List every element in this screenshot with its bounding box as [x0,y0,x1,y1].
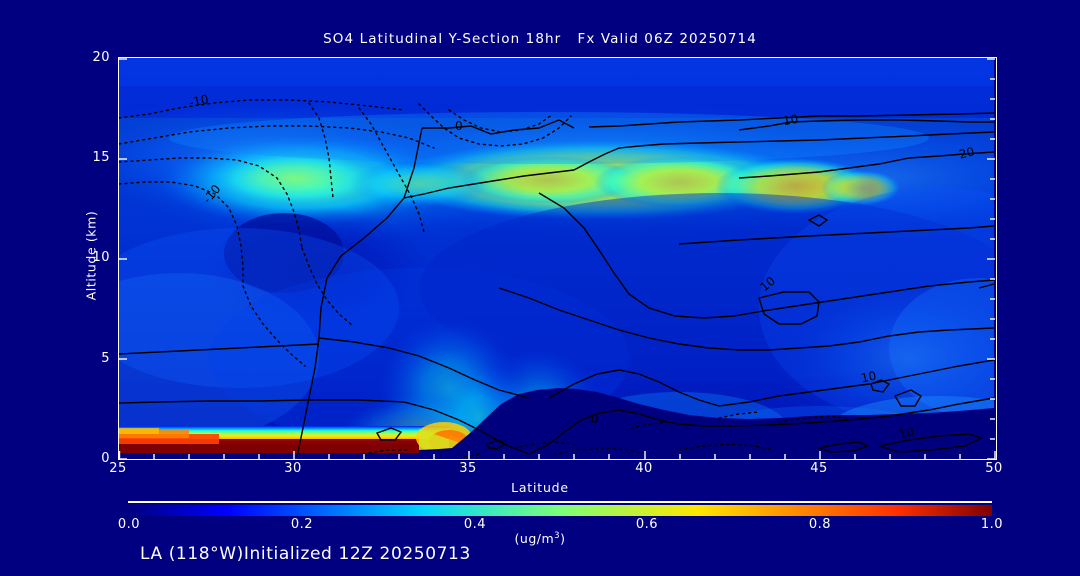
y-tick-label: 15 [92,150,110,165]
colorbar-gradient [128,505,992,516]
x-tick-label: 25 [109,461,127,476]
colorbar-unit-label: (ug/m3) [0,531,1080,546]
page-title: SO4 Latitudinal Y-Section 18hr Fx Valid … [323,31,757,47]
colorbar-tick-label: 0.2 [290,517,314,532]
colorbar-tick-label: 0.0 [117,517,141,532]
axis-ticks [119,58,996,459]
colorbar-unit-exponent: 3 [554,531,561,541]
y-tick-label: 10 [92,250,110,265]
colorbar-tick-label: 0.6 [635,517,659,532]
x-axis-label: Latitude [511,480,569,495]
colorbar-tick-label: 0.8 [808,517,832,532]
colorbar-tick-label: 1.0 [980,517,1004,532]
cross-section-raster [119,58,994,457]
y-tick-label: 20 [92,50,110,65]
x-tick-label: 45 [810,461,828,476]
colorbar [128,501,992,516]
figure-caption: LA (118°W)Initialized 12Z 20250713 [140,544,471,564]
colorbar-unit-prefix: (ug/m [514,531,555,547]
x-tick-label: 50 [985,461,1003,476]
x-tick-label: 35 [459,461,477,476]
x-tick-label: 30 [284,461,302,476]
plot-canvas: -10 -10 0 10 20 10 10 10 0 [118,57,997,460]
colorbar-tick-label: 0.4 [463,517,487,532]
y-tick-label: 5 [101,351,110,366]
colorbar-unit-suffix: ) [560,531,566,547]
y-tick-label: 0 [101,451,110,466]
x-tick-label: 40 [635,461,653,476]
